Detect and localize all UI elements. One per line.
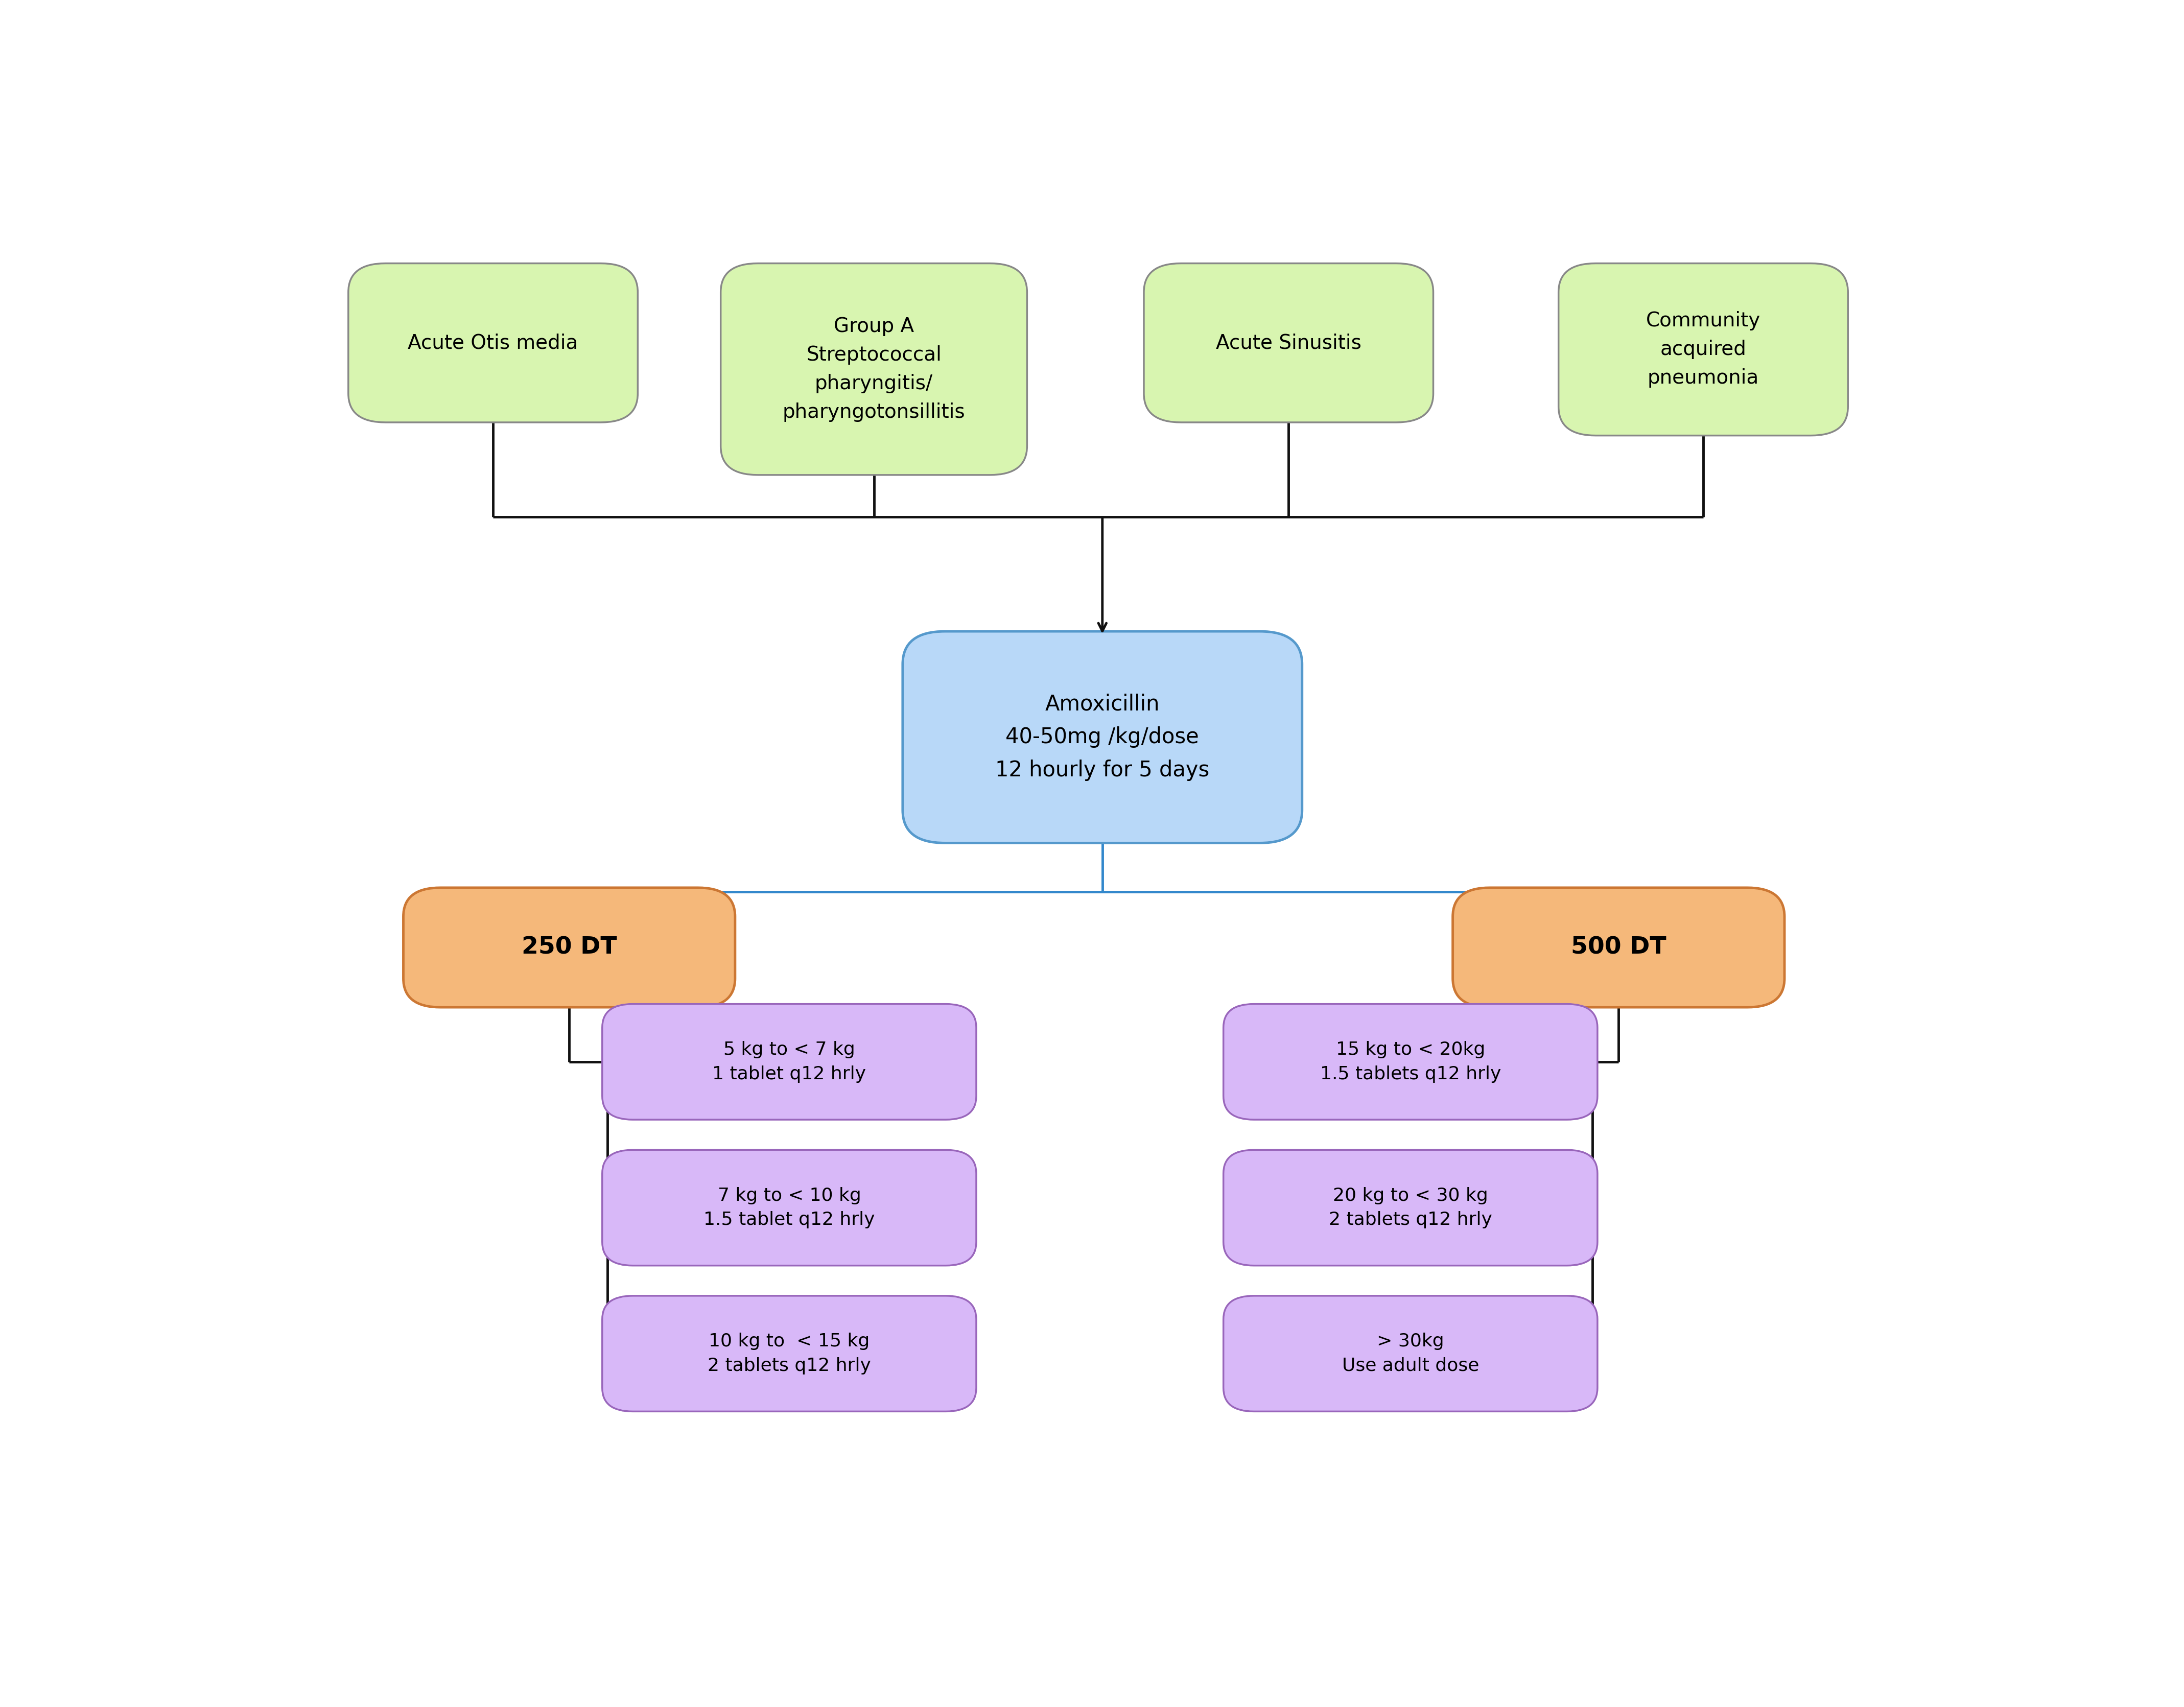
Text: 5 kg to < 7 kg
1 tablet q12 hrly: 5 kg to < 7 kg 1 tablet q12 hrly <box>712 1041 867 1082</box>
Text: 500 DT: 500 DT <box>1570 935 1666 959</box>
Text: 15 kg to < 20kg
1.5 tablets q12 hrly: 15 kg to < 20kg 1.5 tablets q12 hrly <box>1319 1041 1500 1082</box>
FancyBboxPatch shape <box>1223 1296 1597 1412</box>
Text: Acute Otis media: Acute Otis media <box>408 333 579 353</box>
FancyBboxPatch shape <box>1559 263 1848 435</box>
FancyBboxPatch shape <box>721 263 1026 475</box>
FancyBboxPatch shape <box>603 1151 976 1265</box>
FancyBboxPatch shape <box>404 888 736 1007</box>
FancyBboxPatch shape <box>902 632 1302 843</box>
FancyBboxPatch shape <box>603 1296 976 1412</box>
FancyBboxPatch shape <box>603 1004 976 1120</box>
FancyBboxPatch shape <box>1223 1151 1597 1265</box>
Text: Amoxicillin
40-50mg /kg/dose
12 hourly for 5 days: Amoxicillin 40-50mg /kg/dose 12 hourly f… <box>996 693 1210 782</box>
Text: Community
acquired
pneumonia: Community acquired pneumonia <box>1647 311 1760 387</box>
FancyBboxPatch shape <box>347 263 638 422</box>
Text: 20 kg to < 30 kg
2 tablets q12 hrly: 20 kg to < 30 kg 2 tablets q12 hrly <box>1328 1186 1492 1229</box>
Text: Acute Sinusitis: Acute Sinusitis <box>1216 333 1361 353</box>
Text: > 30kg
Use adult dose: > 30kg Use adult dose <box>1341 1333 1479 1374</box>
FancyBboxPatch shape <box>1223 1004 1597 1120</box>
Text: 10 kg to  < 15 kg
2 tablets q12 hrly: 10 kg to < 15 kg 2 tablets q12 hrly <box>708 1333 871 1374</box>
FancyBboxPatch shape <box>1452 888 1784 1007</box>
Text: Group A
Streptococcal
pharyngitis/
pharyngotonsillitis: Group A Streptococcal pharyngitis/ phary… <box>782 316 965 422</box>
Text: 250 DT: 250 DT <box>522 935 616 959</box>
Text: 7 kg to < 10 kg
1.5 tablet q12 hrly: 7 kg to < 10 kg 1.5 tablet q12 hrly <box>703 1186 876 1229</box>
FancyBboxPatch shape <box>1144 263 1433 422</box>
